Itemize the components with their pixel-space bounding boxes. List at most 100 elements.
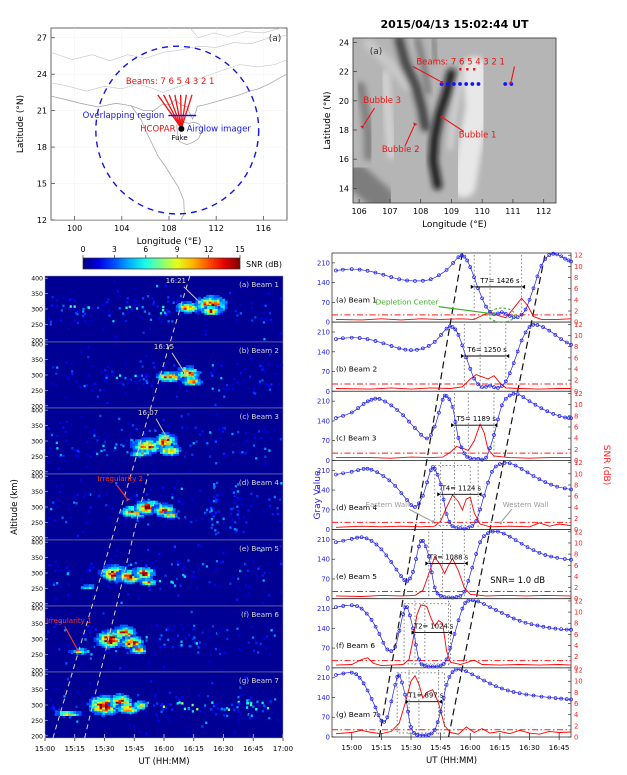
echo-speck — [209, 372, 213, 375]
gray-marker — [393, 682, 398, 687]
echo-speck — [152, 470, 155, 473]
echo-cell — [206, 304, 209, 308]
echo-speck — [270, 629, 273, 632]
gray-marker — [349, 603, 354, 608]
echo-cell — [191, 374, 194, 378]
gray-marker — [438, 482, 443, 487]
echo-speck — [67, 377, 70, 380]
echo-cell — [122, 630, 126, 634]
alt-tick: 300 — [31, 571, 43, 578]
echo-speck — [220, 312, 224, 316]
beam-dot — [476, 82, 481, 86]
echo-speck — [167, 626, 170, 630]
echo-cell — [62, 714, 66, 718]
echo-cell — [140, 441, 144, 445]
snr-tick: 8 — [574, 551, 578, 559]
gray-marker — [553, 626, 558, 631]
echo-cell — [121, 706, 124, 710]
echo-cell — [197, 380, 201, 384]
echo-speck — [218, 652, 222, 656]
echo-speck — [256, 494, 259, 498]
echo-speck — [146, 381, 149, 385]
echo-speck — [112, 319, 115, 323]
echo-cell — [186, 303, 190, 307]
echo-speck — [237, 700, 240, 704]
echo-speck — [175, 301, 179, 305]
echo-cell — [146, 451, 150, 455]
echo-speck — [138, 379, 141, 382]
echo-speck — [265, 430, 268, 434]
echo-cell — [203, 296, 207, 300]
gray-marker — [395, 408, 400, 412]
echo-cell — [129, 571, 133, 575]
echo-speck — [161, 568, 165, 571]
echo-cell — [161, 439, 165, 443]
gray-marker — [397, 673, 402, 678]
arrow-head — [470, 284, 475, 289]
gray-marker — [511, 315, 516, 320]
gray-marker — [389, 649, 394, 653]
echo-cell — [122, 632, 126, 636]
echo-cell — [173, 448, 177, 452]
echo-speck — [263, 337, 266, 341]
gray-marker — [438, 594, 443, 598]
echo-cell — [180, 369, 184, 373]
profile-panel: T7= 1426 s(a) Beam 1070140210024681012T6… — [313, 252, 611, 766]
echo-speck — [165, 628, 168, 631]
echo-cell — [145, 702, 148, 706]
gray-marker — [447, 397, 452, 402]
echo-speck — [278, 498, 282, 501]
echo-speck — [167, 296, 170, 299]
echo-cell — [216, 302, 220, 306]
echo-speck — [237, 718, 240, 721]
echo-cell — [152, 569, 156, 573]
echo-speck — [67, 307, 71, 311]
echo-cell — [126, 706, 130, 710]
profile-beam-panel — [331, 667, 572, 738]
gray-marker — [334, 673, 338, 677]
gray-marker — [543, 480, 548, 485]
y-tick: 15 — [37, 180, 47, 189]
echo-speck — [234, 484, 237, 488]
echo-speck — [88, 493, 91, 496]
echo-speck — [194, 576, 198, 579]
echo-speck — [236, 627, 239, 630]
echo-speck — [226, 628, 229, 632]
echo-cell — [203, 298, 207, 302]
echo-speck — [236, 490, 239, 493]
beam-panel-label: (e) Beam 5 — [239, 544, 279, 553]
alt-tick: 400 — [31, 342, 43, 349]
gray-marker — [474, 552, 479, 556]
echo-cell — [166, 375, 170, 379]
echo-speck — [81, 663, 84, 666]
echo-cell — [156, 446, 160, 450]
echo-cell — [76, 711, 79, 715]
echo-speck — [244, 562, 247, 566]
echo-cell — [158, 434, 162, 438]
gray-marker — [500, 384, 504, 388]
echo-cell — [140, 439, 144, 443]
echo-cell — [140, 649, 144, 653]
echo-cell — [169, 512, 173, 516]
gray-marker — [470, 565, 475, 570]
echo-speck — [210, 517, 213, 521]
airglow-ylabel: Latitude (°N) — [323, 91, 333, 149]
gray-marker — [450, 404, 455, 409]
echo-speck — [179, 384, 182, 387]
echo-speck — [59, 453, 62, 457]
echo-speck — [124, 376, 127, 380]
echo-cell — [116, 566, 120, 570]
echo-speck — [238, 702, 241, 705]
echo-cell — [117, 639, 121, 643]
echo-speck — [280, 562, 283, 566]
path — [335, 494, 572, 528]
gray-marker — [519, 541, 524, 546]
duration-label: T4= 1124 s — [441, 484, 482, 492]
echo-speck — [181, 503, 184, 507]
echo-cell — [137, 708, 140, 712]
gray-marker — [454, 667, 458, 672]
echo-cell — [170, 450, 174, 454]
echo-cell — [125, 636, 128, 640]
gray-tick: 70 — [321, 575, 330, 583]
snr-tick: 6 — [574, 423, 578, 431]
